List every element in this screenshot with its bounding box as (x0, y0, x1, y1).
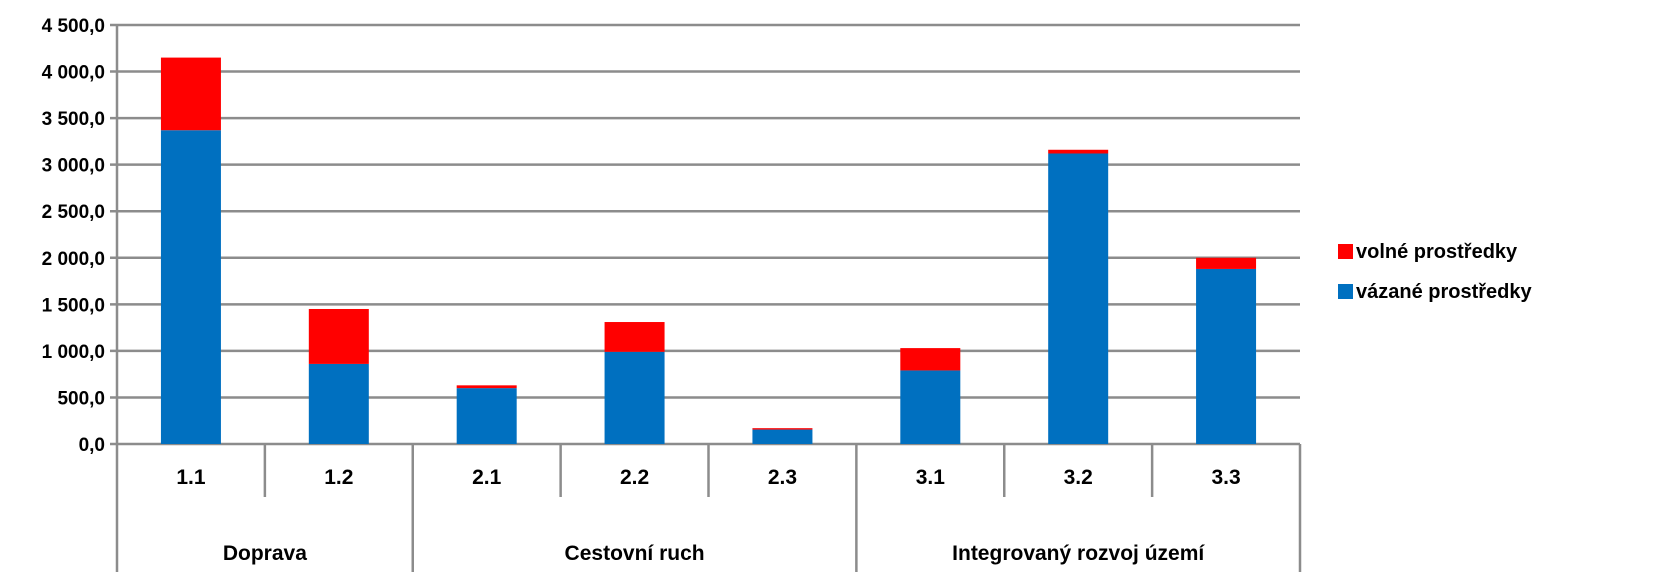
bar-3.3-volne (1196, 257, 1257, 269)
gridlines (110, 23, 1300, 446)
y-tick-label: 3 000,0 (42, 156, 105, 177)
x-axis: 1.1 1.2 2.1 2.2 2.3 3.1 3.2 3.3 Doprava Cestovní … (115, 25, 1302, 572)
y-tick-label: 4 500,0 (42, 16, 105, 37)
bar-3.2-volne (1048, 149, 1109, 154)
bar-3.1-vazane (900, 370, 961, 444)
y-tick-label: 1 500,0 (42, 295, 105, 316)
legend-swatch (1338, 244, 1353, 259)
bar-2.2-volne (604, 322, 665, 352)
bar-2.3-vazane (752, 429, 813, 444)
bar-2.1-vazane (456, 388, 517, 444)
y-tick-label: 2 500,0 (42, 202, 105, 223)
x-tick-label: 2.1 (472, 466, 502, 489)
legend-swatch (1338, 284, 1353, 299)
bar-1.2-volne (308, 308, 369, 364)
y-tick-label: 3 500,0 (42, 109, 105, 130)
x-tick-label: 3.2 (1064, 466, 1093, 489)
bar-1.2-vazane (308, 363, 369, 444)
x-tick-label: 2.2 (620, 466, 649, 489)
legend-label: vázané prostředky (1356, 281, 1533, 303)
bars (160, 57, 1257, 444)
bar-2.2-vazane (604, 351, 665, 444)
bar-2.1-volne (456, 385, 517, 389)
y-tick-label: 2 000,0 (42, 249, 105, 270)
x-tick-label: 3.1 (916, 466, 946, 489)
group-label: Cestovní ruch (565, 542, 705, 565)
x-tick-label: 2.3 (768, 466, 797, 489)
bar-3.2-vazane (1048, 153, 1109, 444)
bar-1.1-vazane (160, 130, 221, 444)
bar-2.3-volne (752, 428, 813, 430)
y-axis-tick-labels: 0,0 500,0 1 000,0 1 500,0 2 000,0 2 500,0 3 00… (42, 16, 105, 456)
bar-3.1-volne (900, 348, 961, 371)
legend-label: volné prostředky (1356, 241, 1518, 263)
legend: volné prostředky vázané prostředky (1338, 241, 1533, 303)
y-tick-label: 4 000,0 (42, 63, 105, 84)
x-tick-label: 1.1 (176, 466, 206, 489)
x-tick-label: 3.3 (1211, 466, 1240, 489)
group-label: Integrovaný rozvoj území (952, 542, 1205, 565)
y-tick-label: 500,0 (57, 388, 105, 409)
y-tick-label: 0,0 (79, 435, 105, 456)
group-label: Doprava (223, 542, 307, 565)
y-tick-label: 1 000,0 (42, 342, 105, 363)
x-tick-label: 1.2 (324, 466, 353, 489)
bar-3.3-vazane (1196, 268, 1257, 444)
bar-1.1-volne (160, 57, 221, 131)
